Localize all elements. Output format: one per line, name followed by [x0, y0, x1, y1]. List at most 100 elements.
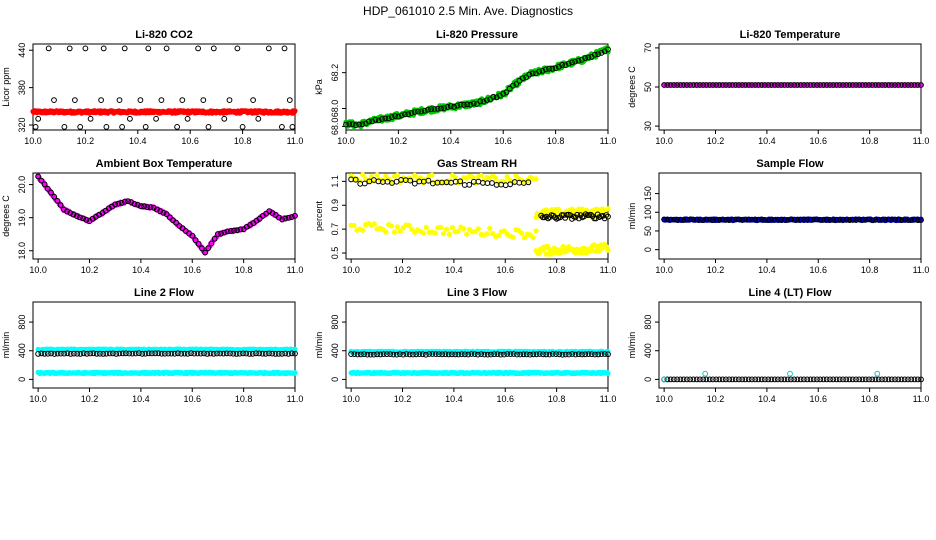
- data-point: [840, 216, 846, 223]
- x-tick-label: 10.8: [235, 394, 253, 404]
- data-point: [240, 350, 246, 357]
- data-point: [457, 178, 464, 185]
- data-point: [361, 351, 368, 358]
- data-point: [543, 213, 550, 220]
- data-point: [771, 82, 778, 88]
- data-point: [455, 228, 461, 234]
- data-point: [32, 124, 39, 130]
- data-point: [745, 376, 752, 383]
- data-point: [856, 376, 863, 383]
- data-point: [483, 97, 490, 104]
- data-point: [45, 45, 52, 52]
- x-tick-label: 10.0: [655, 265, 673, 275]
- y-tick-label: 1.1: [330, 175, 340, 188]
- data-point: [791, 216, 798, 223]
- data-point: [719, 216, 726, 223]
- data-point: [197, 350, 204, 357]
- data-point: [723, 376, 729, 383]
- data-point: [137, 97, 144, 103]
- data-point: [113, 351, 120, 357]
- data-point: [510, 82, 516, 89]
- data-point: [690, 82, 697, 88]
- data-point: [690, 216, 697, 223]
- data-point: [478, 351, 485, 358]
- data-point: [729, 376, 736, 383]
- data-point: [827, 376, 833, 383]
- data-point: [807, 82, 814, 88]
- data-point: [874, 370, 881, 377]
- y-tick-label: 19.0: [17, 209, 27, 227]
- data-point: [434, 105, 441, 112]
- data-point: [723, 82, 729, 88]
- data-point: [684, 376, 690, 383]
- data-point: [349, 121, 356, 128]
- y-tick-label: 68.0: [330, 100, 340, 118]
- data-point: [598, 50, 605, 56]
- data-point: [145, 45, 152, 52]
- data-point: [475, 351, 481, 358]
- data-point: [713, 376, 720, 383]
- data-point: [677, 216, 684, 223]
- data-point: [849, 216, 856, 223]
- data-point: [538, 212, 545, 219]
- data-point: [451, 104, 458, 110]
- data-point: [351, 222, 357, 229]
- data-point: [784, 376, 791, 383]
- x-tick-label: 11.0: [913, 394, 930, 404]
- panel-title: Line 3 Flow: [447, 287, 507, 299]
- data-point: [412, 172, 418, 178]
- data-point: [227, 228, 234, 234]
- data-point: [397, 351, 403, 358]
- y-tick-label: 20.0: [17, 176, 27, 194]
- data-point: [536, 68, 543, 75]
- x-tick-label: 10.8: [861, 265, 879, 275]
- data-point: [905, 217, 911, 223]
- y-axis-label: ml/min: [627, 203, 637, 230]
- data-point: [410, 351, 416, 358]
- data-point: [154, 206, 160, 213]
- data-point: [710, 217, 716, 224]
- series-1: [348, 172, 611, 257]
- data-point: [354, 351, 361, 358]
- data-point: [462, 351, 468, 358]
- data-point: [394, 224, 400, 230]
- data-point: [288, 350, 295, 357]
- series-2: [343, 46, 611, 129]
- data-point: [888, 376, 895, 383]
- data-point: [383, 229, 389, 235]
- data-point: [471, 351, 478, 358]
- data-point: [246, 351, 253, 357]
- data-point: [520, 351, 527, 358]
- data-point: [556, 206, 562, 212]
- data-point: [74, 350, 81, 357]
- data-point: [765, 376, 772, 383]
- data-point: [217, 350, 224, 357]
- x-tick-label: 10.0: [342, 265, 360, 275]
- data-point: [540, 351, 546, 358]
- data-point: [823, 216, 830, 223]
- data-point: [752, 216, 759, 223]
- data-point: [781, 82, 788, 88]
- data-point: [869, 82, 876, 88]
- data-point: [360, 227, 366, 233]
- data-point: [849, 376, 856, 383]
- data-point: [833, 216, 840, 223]
- data-point: [184, 115, 191, 122]
- data-point: [882, 216, 889, 223]
- data-point: [126, 115, 133, 122]
- data-point: [661, 376, 667, 383]
- data-point: [895, 216, 902, 223]
- data-point: [282, 215, 289, 222]
- data-point: [178, 350, 185, 357]
- data-point: [778, 376, 785, 383]
- data-point: [369, 118, 376, 125]
- data-point: [908, 376, 915, 383]
- data-point: [514, 351, 520, 358]
- x-tick-label: 10.8: [548, 394, 566, 404]
- data-point: [51, 351, 58, 357]
- data-point: [716, 82, 723, 88]
- x-tick-label: 10.2: [707, 265, 725, 275]
- data-point: [374, 351, 381, 358]
- data-point: [173, 219, 180, 226]
- y-axis-label: degrees C: [1, 195, 11, 237]
